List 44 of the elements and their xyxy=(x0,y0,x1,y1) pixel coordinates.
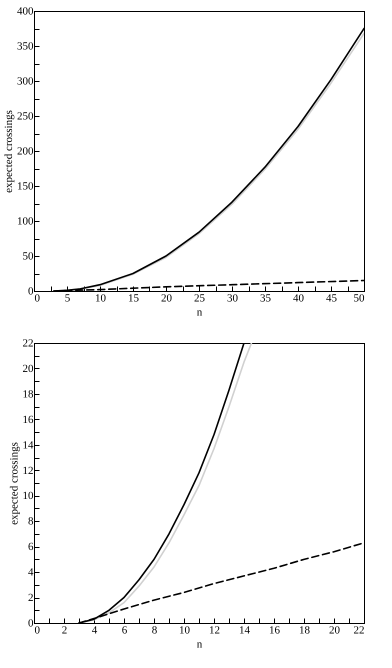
y-tick-label: 16 xyxy=(22,414,34,426)
y-tick-label: 20 xyxy=(22,362,34,375)
x-tick-label: 2 xyxy=(62,624,68,636)
y-tick-label: 4 xyxy=(28,566,34,579)
y-tick-label: 100 xyxy=(17,216,34,228)
x-tick-label: 6 xyxy=(122,624,128,636)
y-tick-label: 350 xyxy=(17,40,34,52)
x-tick-label: 50 xyxy=(354,292,365,304)
x-tick-label: 20 xyxy=(329,624,340,636)
y-tick-label: 200 xyxy=(17,146,34,158)
x-tick-label: 5 xyxy=(64,292,71,304)
x-tick-label: 16 xyxy=(269,624,280,636)
x-tick-label: 25 xyxy=(194,292,206,304)
x-tick-label: 20 xyxy=(161,292,172,304)
x-axis-title: n xyxy=(196,306,203,318)
y-tick-label: 10 xyxy=(22,490,34,502)
x-tick-label: 12 xyxy=(209,624,220,636)
x-tick-label: 10 xyxy=(95,292,106,304)
y-axis-title: expected crossings xyxy=(3,110,15,193)
y-tick-label: 400 xyxy=(17,6,34,18)
y-tick-label: 14 xyxy=(22,439,34,452)
y-tick-label: 22 xyxy=(22,338,34,350)
x-tick-label: 15 xyxy=(128,292,140,304)
x-tick-label: 18 xyxy=(299,624,310,636)
x-tick-label: 35 xyxy=(260,292,272,304)
y-tick-label: 50 xyxy=(22,250,34,262)
x-tick-label: 14 xyxy=(239,624,250,636)
y-tick-label: 2 xyxy=(28,592,34,604)
y-tick-label: 250 xyxy=(17,110,34,122)
y-tick-label: 18 xyxy=(22,388,34,400)
x-tick-label: 10 xyxy=(179,624,190,636)
x-tick-label: 30 xyxy=(227,292,238,304)
x-tick-label: 40 xyxy=(293,292,304,304)
x-tick-label: 8 xyxy=(152,624,158,636)
y-tick-label: 300 xyxy=(17,76,34,88)
y-axis-title: expected crossings xyxy=(8,442,20,525)
y-tick-label: 150 xyxy=(17,180,34,192)
x-tick-label: 45 xyxy=(326,292,338,304)
x-tick-label: 22 xyxy=(354,624,364,636)
y-tick-label: 12 xyxy=(22,464,34,477)
x-tick-label: 4 xyxy=(92,624,98,636)
y-tick-label: 6 xyxy=(28,541,34,554)
x-axis-title: n xyxy=(196,638,203,650)
y-tick-label: 8 xyxy=(28,516,34,528)
